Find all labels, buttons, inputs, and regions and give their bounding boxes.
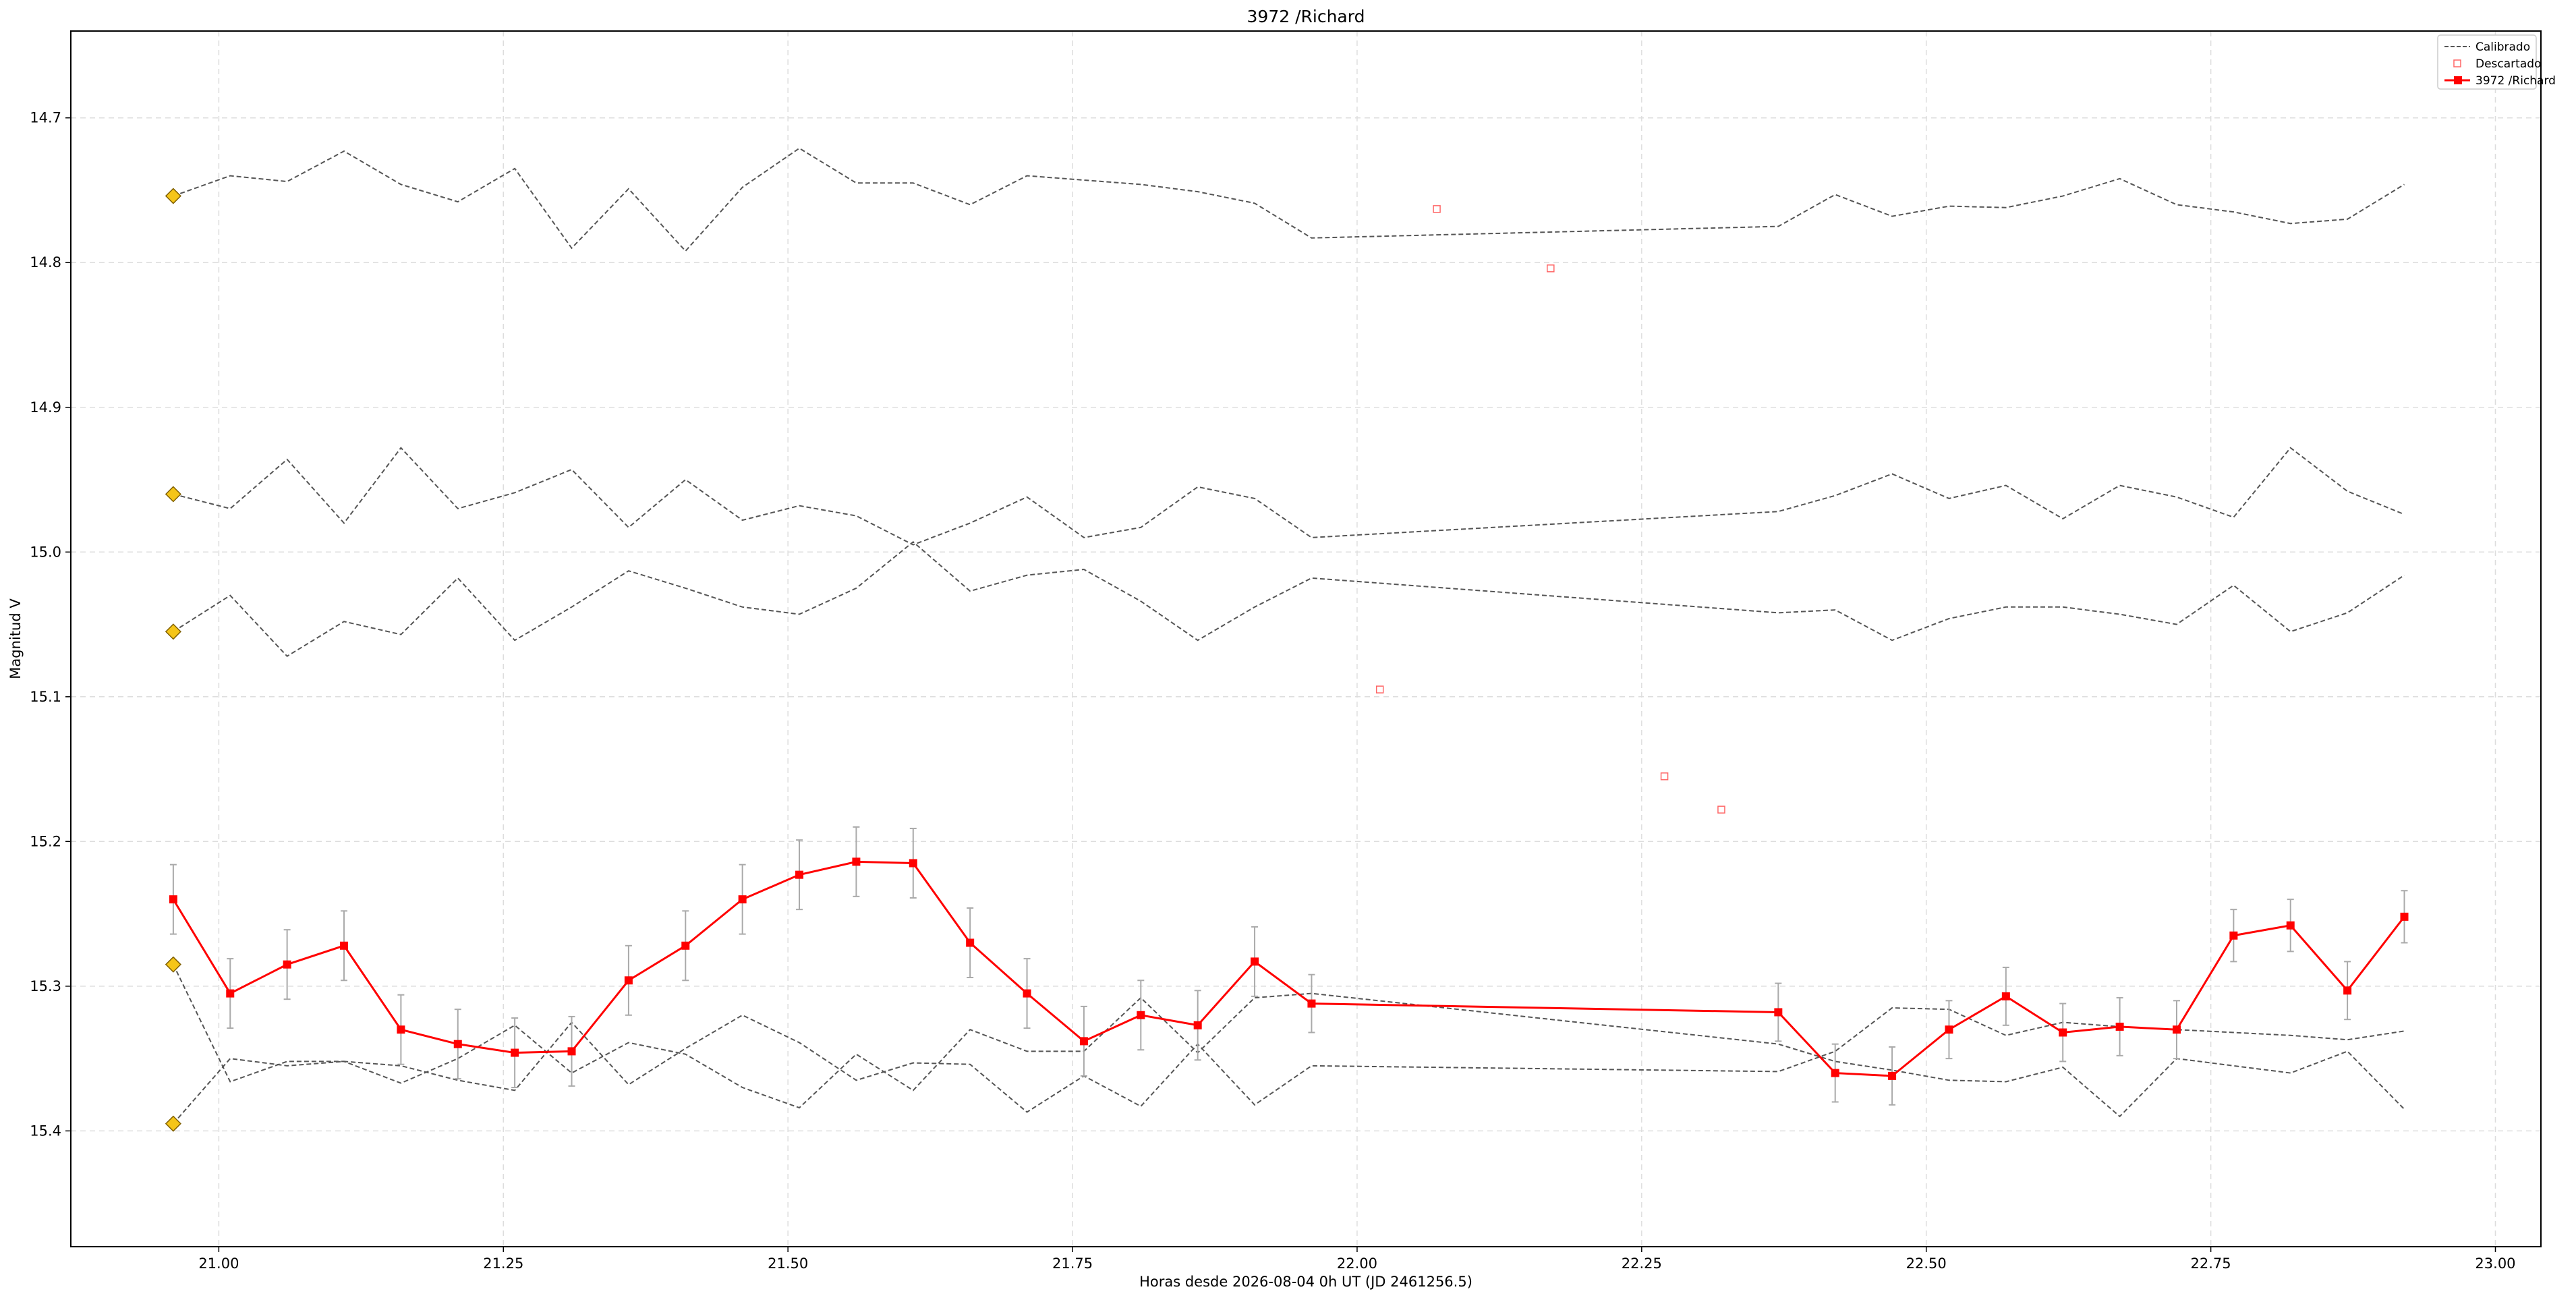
legend-label: Calibrado bbox=[2475, 40, 2530, 54]
x-tick-label: 21.25 bbox=[483, 1255, 523, 1272]
target-point bbox=[340, 941, 349, 950]
target-point bbox=[226, 989, 235, 998]
y-tick-label: 15.2 bbox=[30, 833, 61, 849]
x-tick-label: 21.50 bbox=[768, 1255, 808, 1272]
target-point bbox=[2115, 1022, 2124, 1031]
target-point bbox=[453, 1040, 462, 1048]
y-tick-label: 15.0 bbox=[30, 544, 61, 560]
x-tick-label: 22.50 bbox=[1906, 1255, 1947, 1272]
target-point bbox=[795, 870, 804, 879]
x-tick-label: 22.25 bbox=[1622, 1255, 1662, 1272]
target-series-group bbox=[169, 857, 2409, 1080]
y-tick-label: 14.8 bbox=[30, 254, 61, 271]
legend-label: Descartado bbox=[2475, 57, 2541, 71]
legend: Calibrado Descartado 3972 /Richard bbox=[2437, 34, 2556, 90]
target-point bbox=[1193, 1021, 1202, 1029]
target-point bbox=[2001, 992, 2010, 1000]
anchor-markers-group bbox=[165, 188, 181, 1132]
y-tick-label: 15.4 bbox=[30, 1123, 61, 1139]
y-tick-label: 14.9 bbox=[30, 399, 61, 416]
target-point bbox=[1831, 1069, 1839, 1077]
comparison-series-line bbox=[173, 447, 2405, 546]
comparison-series-line bbox=[173, 540, 2405, 658]
target-point bbox=[738, 895, 747, 904]
target-point bbox=[2286, 921, 2295, 930]
anchor-diamond-marker bbox=[165, 623, 181, 640]
y-tick-label: 14.7 bbox=[30, 110, 61, 126]
discarded-point bbox=[1547, 264, 1555, 273]
x-tick-label: 21.75 bbox=[1052, 1255, 1093, 1272]
target-point bbox=[2229, 931, 2238, 940]
target-point bbox=[909, 859, 917, 868]
discarded-point bbox=[1660, 772, 1669, 781]
comparison-series-line bbox=[173, 147, 2405, 252]
legend-label: 3972 /Richard bbox=[2475, 74, 2556, 88]
target-point bbox=[511, 1048, 519, 1057]
x-axis-label: Horas desde 2026-08-04 0h UT (JD 2461256… bbox=[1139, 1274, 1472, 1290]
x-tick-label: 22.75 bbox=[2191, 1255, 2231, 1272]
anchor-diamond-marker bbox=[165, 1115, 181, 1132]
legend-swatch-descartado bbox=[2453, 59, 2461, 67]
target-point bbox=[2400, 912, 2409, 921]
target-point bbox=[1251, 957, 1259, 966]
target-point bbox=[624, 976, 633, 985]
target-point bbox=[1888, 1071, 1897, 1080]
discarded-point bbox=[1717, 805, 1725, 814]
target-point bbox=[397, 1025, 405, 1034]
target-point bbox=[966, 938, 975, 947]
x-tick-label: 23.00 bbox=[2475, 1255, 2515, 1272]
target-point bbox=[1307, 999, 1316, 1008]
legend-swatch-target-marker bbox=[2454, 76, 2462, 84]
y-tick-label: 15.3 bbox=[30, 978, 61, 994]
discarded-point bbox=[1433, 205, 1441, 213]
anchor-diamond-marker bbox=[165, 188, 181, 204]
chart-title: 3972 /Richard bbox=[1247, 7, 1365, 26]
target-point bbox=[2059, 1028, 2067, 1037]
axis-ticks: 21.00 21.25 21.50 21.75 22.00 22.25 22.50 22.75… bbox=[30, 110, 2515, 1272]
target-point bbox=[169, 895, 177, 904]
target-point bbox=[1774, 1008, 1783, 1017]
grid bbox=[71, 31, 2541, 1247]
target-point bbox=[1079, 1037, 1088, 1046]
discarded-points-group bbox=[1375, 205, 1725, 814]
target-point bbox=[681, 941, 690, 950]
anchor-diamond-marker bbox=[165, 956, 181, 973]
target-point bbox=[283, 960, 291, 969]
anchor-diamond-marker bbox=[165, 486, 181, 503]
x-tick-label: 21.00 bbox=[198, 1255, 239, 1272]
y-axis-label: Magnitud V bbox=[7, 598, 24, 679]
plot-frame bbox=[70, 30, 2542, 1247]
target-point bbox=[1945, 1025, 1953, 1034]
y-tick-label: 15.1 bbox=[30, 689, 61, 705]
target-point bbox=[852, 857, 861, 866]
discarded-point bbox=[1375, 685, 1384, 694]
target-point bbox=[567, 1047, 576, 1056]
target-point bbox=[2343, 986, 2352, 995]
target-point bbox=[1137, 1011, 1145, 1019]
target-point bbox=[1023, 989, 1031, 998]
legend-box bbox=[2437, 34, 2537, 90]
target-point bbox=[2172, 1025, 2181, 1034]
x-tick-label: 22.00 bbox=[1337, 1255, 1377, 1272]
